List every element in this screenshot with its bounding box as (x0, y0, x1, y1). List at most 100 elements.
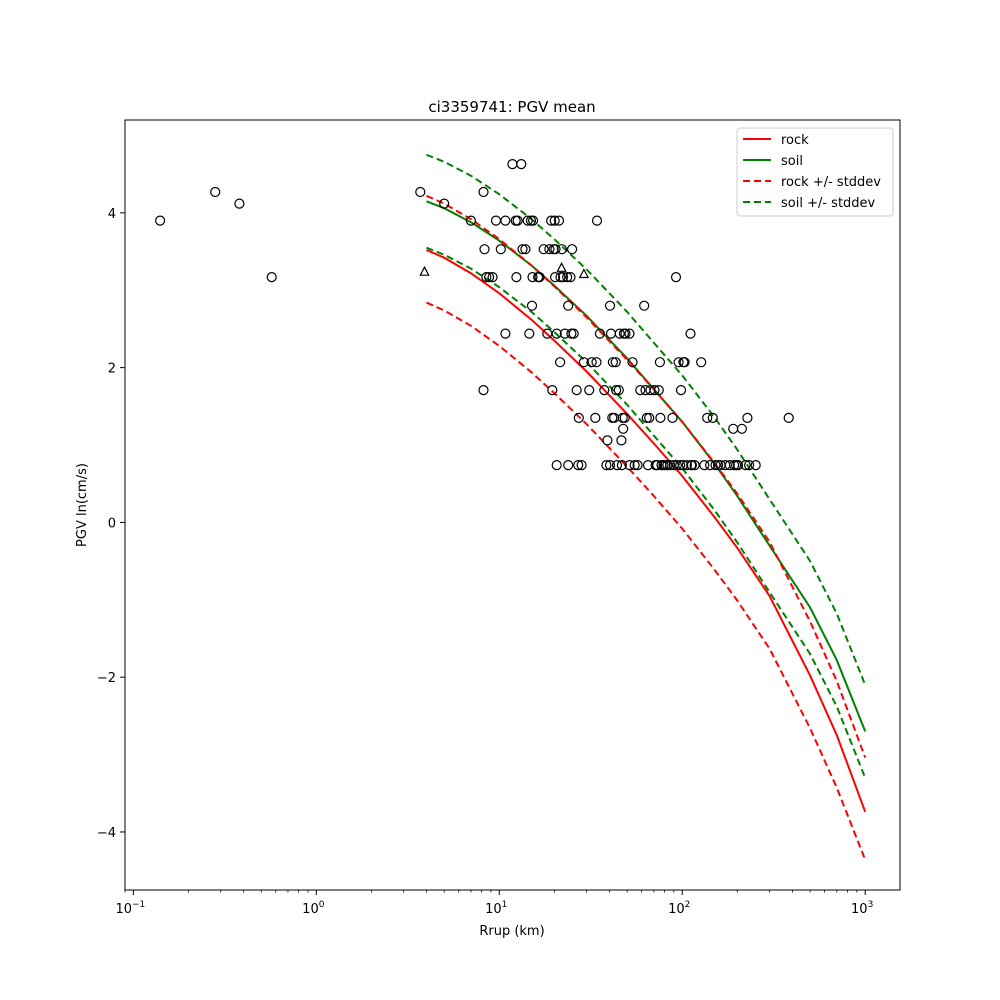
observation-point (675, 460, 686, 471)
observation-point (549, 215, 560, 226)
observation-point (544, 244, 555, 255)
observation-point (517, 244, 528, 255)
plot-area (124, 119, 901, 891)
observation-point (632, 460, 643, 471)
observation-point (604, 300, 616, 311)
observation-point (500, 328, 511, 339)
observation-point (555, 272, 566, 283)
observation-point (620, 328, 631, 339)
observation-point (639, 300, 650, 311)
observation-point (602, 435, 613, 446)
observation-point (566, 244, 578, 255)
y-tick-label: 4 (108, 207, 116, 222)
observation-point (613, 385, 624, 396)
observation-point (681, 460, 693, 471)
observation-point (611, 460, 623, 471)
observation-point (465, 215, 476, 226)
observation-point (783, 412, 794, 423)
x-axis-label: Rrup (km) (479, 924, 544, 939)
observation-point (527, 215, 539, 226)
observation-point (584, 385, 595, 396)
observation-point (481, 272, 492, 283)
observation-point (563, 300, 574, 311)
y-axis-label: PGV ln(cm/s) (75, 463, 90, 547)
axis-ticks: 10−1 100 101 102 103 −4 −2 0 2 4 (97, 207, 873, 917)
observation-point (478, 385, 489, 396)
observation-point (645, 385, 656, 396)
observation-point (590, 412, 601, 423)
observation-point (686, 460, 698, 471)
observation-point (550, 244, 561, 255)
observation-point (522, 215, 533, 226)
observation-point (724, 460, 735, 471)
y-tick-label: −4 (97, 826, 116, 841)
observation-point (556, 244, 568, 255)
observation-point (553, 215, 565, 226)
observation-point (563, 460, 574, 471)
y-tick-label: −2 (97, 671, 116, 686)
observation-point (565, 272, 576, 283)
observation-point (710, 460, 721, 471)
observation-point (599, 385, 610, 396)
observation-point (675, 385, 687, 396)
legend: rock soil rock +/- stddev soil +/- stddev (736, 127, 894, 217)
observation-point (604, 460, 616, 471)
observation-point (512, 215, 523, 226)
observation-point (573, 460, 584, 471)
observation-point (545, 215, 557, 226)
observation-point (742, 412, 753, 423)
observation-point (551, 460, 562, 471)
observation-point (712, 460, 724, 471)
observation-point (740, 460, 751, 471)
legend-label: rock (781, 133, 809, 148)
observation-point (526, 300, 538, 311)
observation-point (627, 357, 638, 368)
legend-label: soil (781, 154, 803, 169)
observation-point (547, 385, 558, 396)
observation-point (495, 244, 506, 255)
observation-point (527, 272, 538, 283)
observation-point (655, 412, 666, 423)
observation-point (210, 186, 221, 198)
observation-point (591, 215, 603, 226)
observation-point (591, 357, 602, 368)
observation-point (670, 272, 682, 283)
observation-point (234, 198, 245, 209)
observation-point (624, 460, 635, 471)
x-tick-label: 100 (302, 900, 325, 917)
observation-point (654, 357, 666, 368)
observation-triangle-point (556, 262, 567, 272)
observation-point (478, 186, 489, 198)
observation-point (614, 328, 625, 339)
observation-point (586, 357, 597, 368)
observation-point (629, 460, 640, 471)
observation-point (576, 460, 587, 471)
observation-triangle-point (578, 268, 590, 279)
observation-point (524, 328, 535, 339)
observation-point (551, 328, 562, 339)
x-tick-label: 103 (851, 900, 873, 917)
observation-point (652, 460, 663, 471)
observation-point (520, 244, 531, 255)
x-tick-label: 10−1 (115, 900, 145, 917)
observation-point (484, 272, 495, 283)
observation-point (557, 272, 569, 283)
observation-point (635, 385, 646, 396)
rock-upper-stddev-curve (426, 194, 867, 759)
observation-point (618, 423, 629, 434)
observation-point (673, 357, 684, 368)
legend-box (736, 127, 894, 217)
observation-point (415, 186, 426, 198)
observation-point (568, 328, 579, 339)
observation-point (616, 460, 628, 471)
rock-curve (426, 249, 867, 813)
soil-upper-stddev-curve (426, 153, 867, 686)
x-tick-label: 102 (668, 900, 690, 917)
observation-point (594, 328, 606, 339)
observation-point (732, 460, 744, 471)
y-tick-label: 0 (108, 516, 116, 531)
observation-point (644, 412, 655, 423)
observation-point (624, 328, 635, 339)
observation-point (516, 159, 527, 170)
legend-label: rock +/- stddev (781, 175, 881, 190)
